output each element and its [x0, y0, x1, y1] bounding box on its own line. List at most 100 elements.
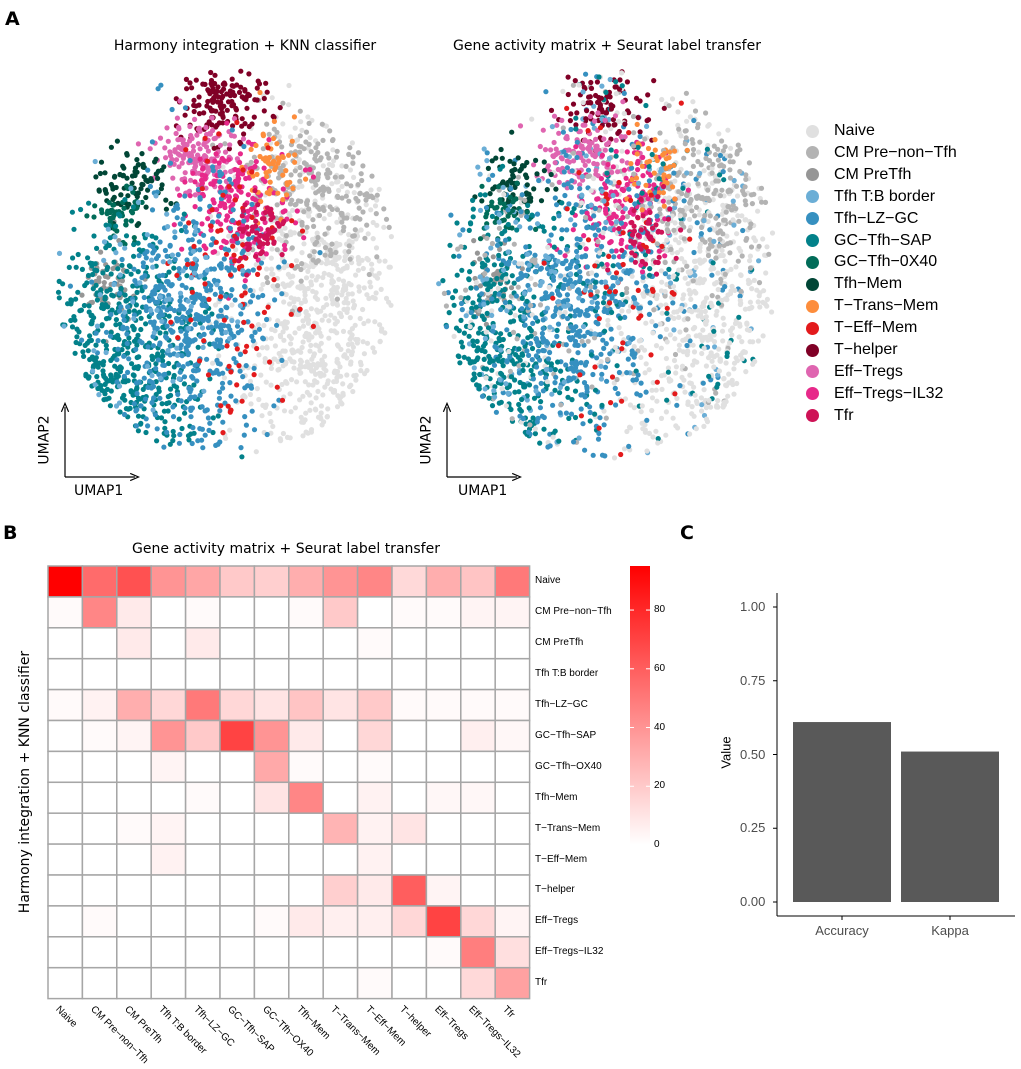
umap-point	[269, 95, 275, 101]
umap-point	[267, 410, 273, 416]
umap-point	[258, 286, 264, 292]
umap-point	[343, 193, 349, 199]
umap-point	[315, 274, 321, 280]
umap-point	[276, 236, 282, 242]
umap-point	[292, 330, 298, 336]
umap-point	[369, 267, 375, 273]
umap-point	[276, 134, 282, 140]
umap-point	[283, 291, 289, 298]
umap-point	[388, 234, 394, 240]
umap-point	[263, 379, 269, 385]
umap-point	[318, 282, 324, 288]
umap-point	[318, 403, 324, 409]
umap-point	[289, 358, 295, 364]
umap-point	[349, 349, 355, 355]
umap-point	[359, 257, 365, 263]
umap-point	[270, 271, 276, 277]
umap-point	[292, 125, 298, 131]
umap-point	[313, 395, 319, 401]
umap-point	[309, 236, 316, 242]
umap-point	[326, 272, 332, 278]
umap-point	[300, 318, 306, 324]
umap-point	[298, 300, 304, 306]
umap-point	[318, 340, 324, 346]
umap-point	[364, 255, 370, 262]
umap-point	[350, 388, 356, 395]
umap-point	[324, 413, 330, 420]
umap-point	[347, 167, 353, 173]
umap-point	[351, 305, 357, 311]
umap-point	[260, 281, 266, 288]
umap-point	[378, 286, 384, 292]
panel-label-c: C	[680, 522, 694, 544]
umap-point	[326, 155, 332, 161]
umap-point	[281, 408, 288, 414]
umap-point	[255, 322, 261, 328]
umap-point	[286, 82, 292, 89]
umap-point	[266, 131, 272, 137]
panel-label-b: B	[3, 522, 18, 544]
umap-point	[293, 258, 300, 264]
umap-point	[317, 348, 323, 354]
umap-point	[248, 401, 254, 407]
umap-point	[299, 127, 305, 133]
umap-point	[259, 345, 265, 351]
umap-point	[276, 350, 282, 357]
umap-point	[302, 333, 308, 339]
umap-point	[341, 306, 347, 312]
umap-point	[282, 225, 288, 231]
umap-point	[341, 282, 347, 289]
umap-point	[333, 243, 340, 249]
umap-point	[321, 365, 327, 371]
umap-point	[316, 326, 322, 332]
umap-point	[383, 295, 390, 301]
umap-point	[264, 266, 270, 272]
umap-point	[277, 436, 283, 442]
umap-point	[291, 230, 297, 236]
umap-right-title: Gene activity matrix + Seurat label tran…	[453, 38, 761, 54]
umap-point	[304, 389, 310, 395]
umap-point	[339, 219, 345, 225]
umap-point	[328, 312, 334, 318]
umap-point	[358, 362, 364, 368]
umap-point	[233, 247, 239, 253]
umap-point	[326, 318, 332, 324]
umap-point	[287, 301, 293, 307]
umap-point	[360, 209, 366, 215]
umap-point	[368, 207, 374, 213]
umap-left-points	[55, 68, 394, 460]
umap-point	[318, 308, 324, 314]
umap-point	[288, 335, 294, 342]
umap-point	[358, 368, 364, 374]
umap-point	[271, 356, 277, 362]
umap-point	[374, 197, 380, 203]
umap-point	[320, 274, 326, 281]
umap-point	[364, 222, 370, 228]
umap-point	[287, 391, 293, 397]
umap-point	[349, 332, 355, 338]
umap-point	[351, 373, 357, 379]
umap-point	[373, 245, 380, 251]
umap-point	[324, 381, 330, 387]
umap-point	[306, 264, 312, 270]
umap-point	[226, 233, 232, 239]
umap-point	[247, 391, 253, 398]
umap-point	[368, 187, 374, 193]
umap-point	[276, 366, 282, 372]
umap-point	[313, 342, 319, 348]
umap-point	[328, 292, 334, 298]
umap-point	[300, 323, 307, 329]
umap-point	[332, 321, 338, 327]
umap-point	[258, 372, 264, 378]
umap-point	[306, 331, 312, 337]
umap-point	[326, 161, 332, 167]
umap-point	[342, 254, 348, 260]
umap-point	[268, 335, 274, 341]
umap-point	[378, 328, 384, 334]
umap-point	[371, 349, 378, 355]
umap-point	[339, 183, 345, 189]
umap-point	[374, 275, 381, 281]
umap-point	[372, 203, 379, 209]
umap-point	[320, 163, 326, 169]
